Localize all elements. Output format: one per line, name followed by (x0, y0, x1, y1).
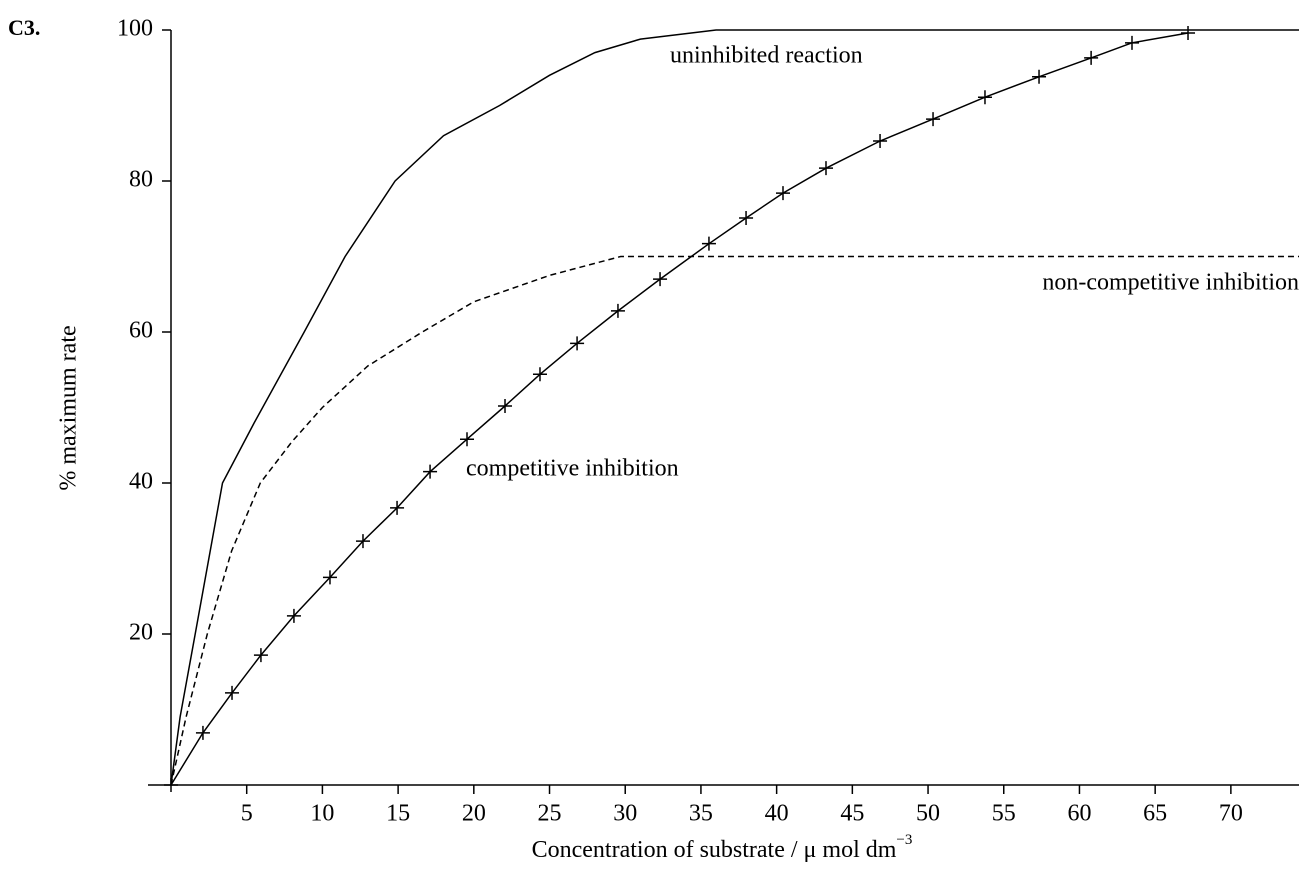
data-point (610, 303, 625, 318)
y-axis-title: % maximum rate (56, 325, 82, 490)
data-point (532, 367, 547, 382)
data-point (390, 500, 405, 515)
data-point (701, 236, 716, 251)
x-axis-title-main: Concentration of substrate / μ mol dm (532, 837, 897, 863)
data-point (286, 608, 301, 623)
y-tick-label: 40 (129, 469, 153, 495)
data-point (570, 336, 585, 351)
x-tick-label: 20 (462, 801, 486, 827)
x-tick-label: 25 (538, 801, 562, 827)
x-tick-label: 45 (840, 801, 864, 827)
data-point (164, 778, 178, 792)
data-point (977, 90, 992, 105)
data-point (818, 161, 833, 176)
y-tick-label: 60 (129, 318, 153, 344)
x-tick-label: 35 (689, 801, 713, 827)
series-line (170, 29, 1299, 786)
question-label: C3. (8, 15, 40, 40)
data-point (739, 210, 754, 225)
x-axis-title-superscript: −3 (896, 832, 912, 848)
x-tick-label: 5 (241, 801, 253, 827)
series-line (170, 32, 1189, 786)
data-point (1032, 69, 1047, 84)
data-point (225, 685, 240, 700)
data-point (355, 534, 370, 549)
y-tick-label: 20 (129, 620, 153, 646)
data-point (1181, 26, 1196, 41)
data-point (653, 272, 668, 287)
data-point (195, 725, 210, 740)
x-tick-label: 40 (765, 801, 789, 827)
x-tick-label: 30 (613, 801, 637, 827)
x-tick-label: 65 (1143, 801, 1167, 827)
data-point (423, 464, 438, 479)
x-tick-label: 60 (1067, 801, 1091, 827)
data-point (926, 112, 941, 127)
y-tick-label: 100 (117, 16, 153, 42)
data-point (460, 432, 475, 447)
x-tick-label: 50 (916, 801, 940, 827)
data-point (873, 133, 888, 148)
data-point (253, 648, 268, 663)
series-label: competitive inhibition (466, 456, 679, 482)
series-label: non-competitive inhibition (1042, 270, 1299, 296)
y-tick-label: 80 (129, 167, 153, 193)
series-line (170, 255, 1299, 786)
series-label: uninhibited reaction (670, 43, 863, 69)
x-axis-title: Concentration of substrate / μ mol dm−3 (532, 832, 913, 862)
x-tick-label: 15 (386, 801, 410, 827)
x-tick-label: 10 (310, 801, 334, 827)
data-point (775, 186, 790, 201)
x-tick-label: 70 (1219, 801, 1243, 827)
data-point (322, 570, 337, 585)
x-tick-label: 55 (992, 801, 1016, 827)
data-point (1125, 35, 1139, 50)
data-point (1084, 50, 1099, 65)
data-point (498, 398, 513, 413)
